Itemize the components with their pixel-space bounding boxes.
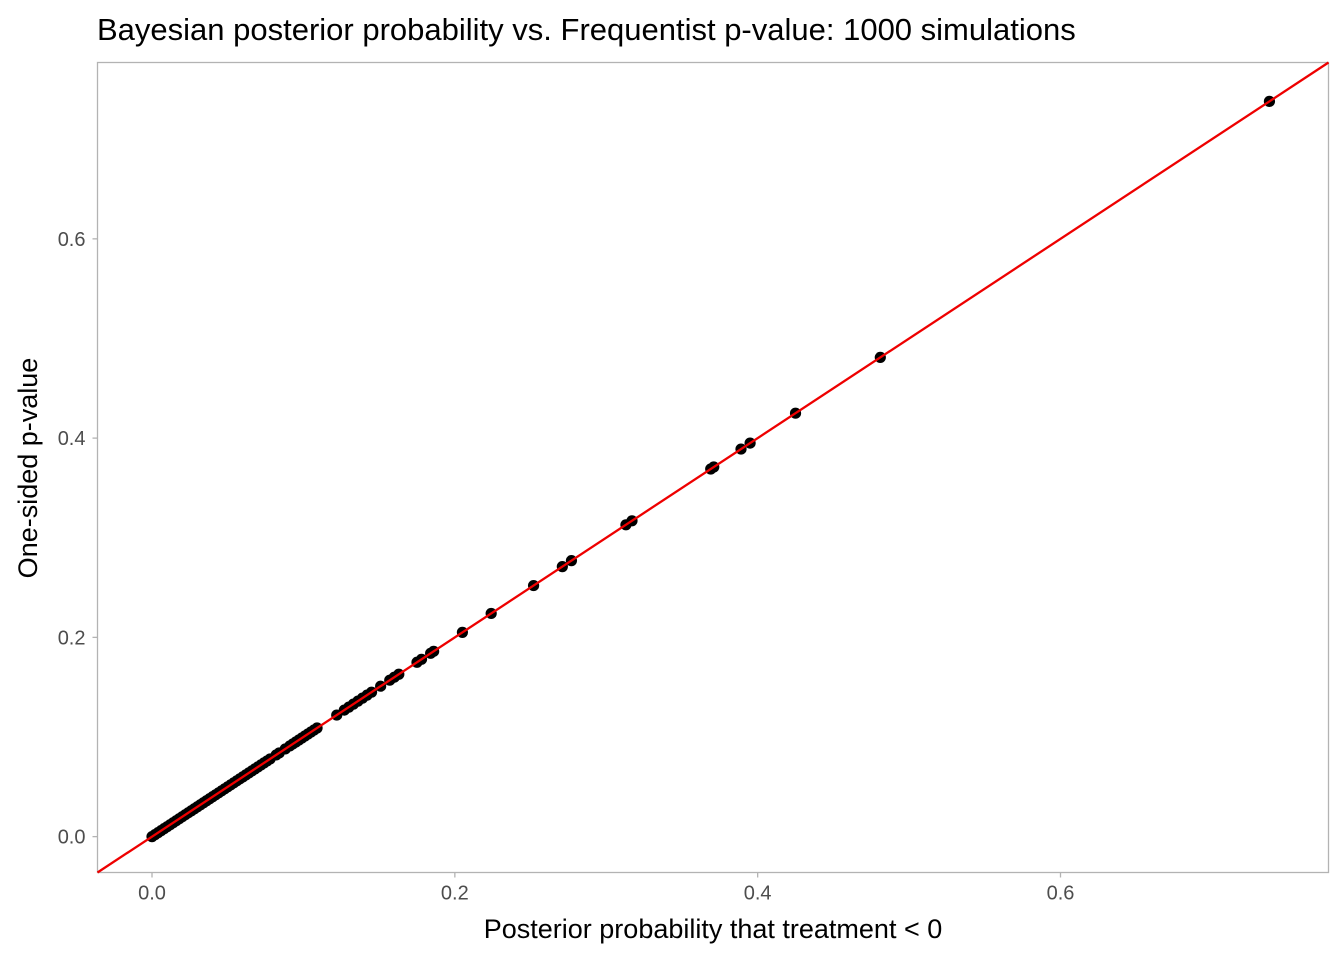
x-tick-label: 0.4 (744, 883, 772, 905)
x-tick-label: 0.0 (138, 883, 166, 905)
y-tick-label: 0.4 (58, 428, 86, 450)
reference-line (96, 61, 1330, 874)
panel-border (96, 61, 1330, 874)
y-tick-label: 0.6 (58, 229, 86, 251)
y-axis-label: One-sided p-value (13, 358, 43, 579)
x-axis-ticks: 0.0 0.2 0.4 0.6 (138, 872, 1075, 905)
y-tick-label: 0.2 (58, 627, 86, 649)
x-tick-label: 0.2 (441, 883, 469, 905)
y-axis-ticks: 0.0 0.2 0.4 0.6 (58, 229, 98, 849)
x-axis-label: Posterior probability that treatment < 0 (484, 914, 943, 944)
plot-area (96, 61, 1330, 874)
chart-title: Bayesian posterior probability vs. Frequ… (97, 12, 1076, 47)
x-tick-label: 0.6 (1047, 883, 1075, 905)
y-tick-label: 0.0 (58, 827, 86, 849)
